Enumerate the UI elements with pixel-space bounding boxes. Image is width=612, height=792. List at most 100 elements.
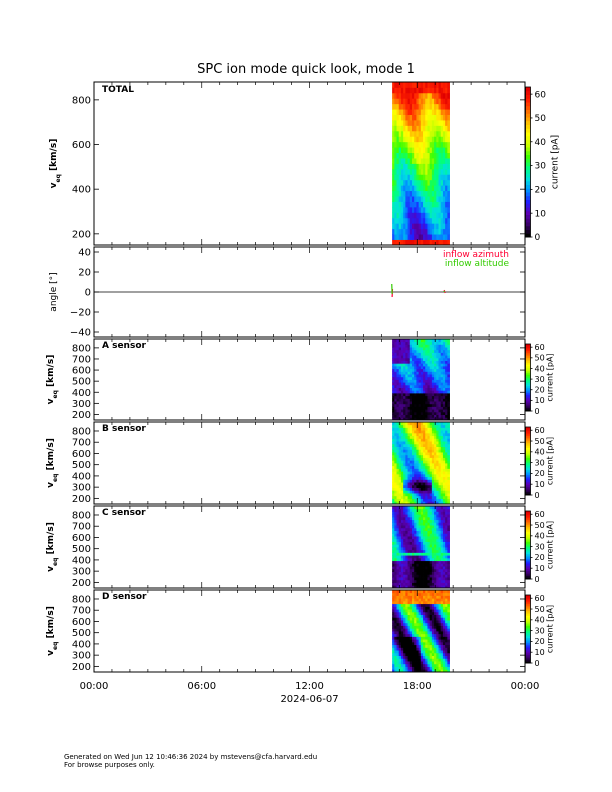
spectrogram-cell	[416, 522, 420, 526]
spectrogram-cell	[445, 620, 448, 624]
spectrogram-cell	[403, 449, 406, 453]
spectrogram-cell	[442, 376, 446, 380]
spectrogram-cell	[431, 603, 435, 607]
spectrogram-cell	[434, 432, 437, 437]
spectrogram-cell	[403, 395, 406, 399]
spectrogram-cell	[418, 390, 422, 394]
spectrogram-cell	[427, 98, 431, 105]
spectrogram-cell	[416, 376, 420, 380]
spectrogram-cell	[434, 125, 437, 132]
spectrogram-cell	[440, 438, 444, 442]
spectrogram-cell	[431, 120, 435, 126]
spectrogram-cell	[396, 650, 400, 654]
spectrogram-cell	[447, 468, 450, 472]
spectrogram-cell	[409, 141, 413, 148]
spectrogram-cell	[442, 409, 446, 413]
spectrogram-cell	[407, 487, 411, 491]
spectrogram-cell	[400, 600, 404, 605]
spectrogram-cell	[398, 514, 402, 518]
spectrogram-cell	[442, 454, 446, 458]
spectrogram-cell	[418, 577, 422, 581]
spectrogram-cell	[420, 355, 424, 359]
spectrogram-cell	[431, 614, 435, 618]
spectrogram-cell	[392, 609, 395, 613]
spectrogram-cell	[429, 395, 433, 399]
colorbar-step	[525, 449, 531, 452]
spectrogram-cell	[392, 401, 395, 405]
spectrogram-cell	[431, 136, 435, 143]
panel-label: TOTAL	[102, 85, 134, 95]
spectrogram-cell	[396, 398, 400, 402]
spectrogram-cell	[398, 158, 402, 164]
spectrogram-cell	[418, 212, 422, 219]
spectrogram-cell	[398, 452, 402, 456]
spectrogram-cell	[429, 519, 433, 523]
spectrogram-cell	[412, 152, 415, 159]
spectrogram-cell	[427, 409, 431, 413]
spectrogram-cell	[442, 625, 446, 629]
spectrogram-cell	[414, 595, 417, 599]
spectrogram-cell	[442, 568, 446, 572]
y-tick-label: 600	[72, 366, 91, 377]
spectrogram-cell	[394, 82, 397, 88]
spectrogram-cell	[438, 239, 442, 246]
spectrogram-cell	[412, 185, 415, 192]
spectrogram-cell	[447, 430, 450, 434]
spectrogram-cell	[400, 511, 404, 515]
spectrogram-cell	[405, 141, 408, 148]
spectrogram-cell	[431, 536, 435, 540]
spectrogram-cell	[429, 471, 433, 475]
spectrogram-cell	[438, 409, 442, 413]
spectrogram-cell	[434, 382, 437, 386]
spectrogram-cell	[438, 374, 442, 378]
spectrogram-cell	[431, 636, 435, 640]
spectrogram-cell	[400, 355, 404, 359]
colorbar-step	[525, 467, 531, 470]
spectrogram-cell	[405, 563, 408, 567]
spectrogram-cell	[398, 519, 402, 523]
spectrogram-cell	[403, 527, 406, 531]
spectrogram-cell	[429, 443, 433, 447]
spectrogram-cell	[436, 617, 439, 621]
spectrogram-cell	[431, 525, 435, 529]
spectrogram-cell	[394, 490, 397, 494]
spectrogram-cell	[436, 511, 439, 515]
spectrogram-cell	[405, 92, 408, 99]
spectrogram-cell	[394, 141, 397, 148]
spectrogram-cell	[414, 568, 417, 572]
spectrogram-cell	[405, 443, 408, 447]
spectrogram-cell	[420, 87, 424, 94]
spectrogram-cell	[429, 663, 433, 667]
spectrogram-cell	[407, 493, 411, 497]
spectrogram-cell	[442, 185, 446, 192]
spectrogram-cell	[427, 349, 431, 353]
spectrogram-cell	[418, 641, 422, 646]
spectrogram-cell	[425, 490, 428, 494]
spectrogram-cell	[440, 498, 444, 502]
spectrogram-cell	[398, 114, 402, 121]
spectrogram-cell	[405, 527, 408, 531]
spectrogram-cell	[438, 114, 442, 121]
spectrogram-cell	[405, 376, 408, 380]
spectrogram-cell	[414, 441, 417, 445]
spectrogram-cell	[445, 114, 448, 121]
spectrogram-cell	[427, 414, 431, 418]
spectrogram-cell	[429, 363, 433, 367]
spectrogram-cell	[405, 430, 408, 434]
spectrogram-cell	[407, 622, 411, 626]
spectrogram-cell	[436, 487, 439, 491]
spectrogram-cell	[438, 479, 442, 483]
spectrogram-cell	[392, 382, 395, 386]
spectrogram-cell	[412, 514, 415, 518]
spectrogram-cell	[396, 479, 400, 483]
spectrogram-cell	[412, 516, 415, 521]
spectrogram-cell	[429, 196, 433, 202]
spectrogram-cell	[438, 541, 442, 545]
spectrogram-cell	[394, 384, 397, 388]
spectrogram-cell	[438, 493, 442, 497]
spectrogram-cell	[392, 190, 395, 197]
spectrogram-cell	[414, 614, 417, 618]
spectrogram-cell	[418, 633, 422, 637]
spectrogram-cell	[409, 617, 413, 621]
spectrogram-cell	[394, 234, 397, 240]
